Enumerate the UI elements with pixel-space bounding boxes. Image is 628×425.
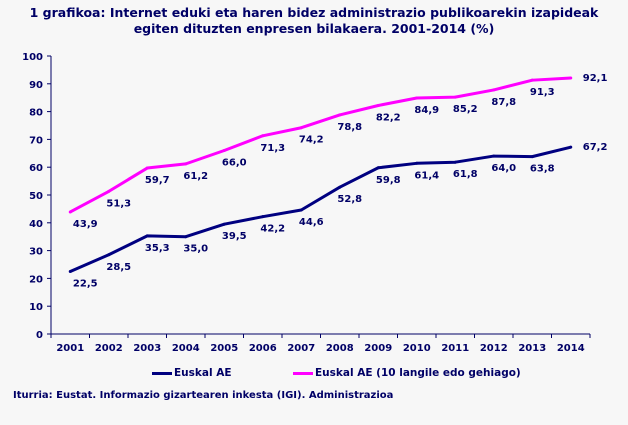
y-tick-label: 0 bbox=[36, 330, 43, 341]
y-tick-label: 20 bbox=[29, 274, 43, 285]
data-label: 59,7 bbox=[145, 175, 170, 186]
legend-item-euskal-ae: Euskal AE bbox=[152, 367, 232, 379]
x-tick-label: 2011 bbox=[441, 343, 469, 354]
data-label: 39,5 bbox=[222, 231, 247, 242]
data-label: 59,8 bbox=[376, 175, 401, 186]
x-tick-label: 2004 bbox=[172, 343, 200, 354]
data-label: 35,3 bbox=[145, 243, 170, 254]
data-point bbox=[145, 166, 149, 170]
data-point bbox=[569, 76, 573, 80]
data-label: 42,2 bbox=[260, 224, 285, 235]
data-point bbox=[184, 235, 188, 239]
data-label: 61,4 bbox=[414, 170, 439, 181]
series-line-0 bbox=[69, 145, 572, 273]
data-label: 74,2 bbox=[299, 135, 324, 146]
data-point bbox=[530, 155, 534, 159]
data-point bbox=[184, 162, 188, 166]
data-point bbox=[68, 210, 72, 214]
data-point bbox=[415, 96, 419, 100]
x-tick-label: 2013 bbox=[518, 343, 546, 354]
data-label: 67,2 bbox=[583, 142, 608, 153]
x-tick-label: 2003 bbox=[133, 343, 161, 354]
x-tick-label: 2005 bbox=[210, 343, 238, 354]
data-point bbox=[338, 113, 342, 117]
data-label: 52,8 bbox=[337, 194, 362, 205]
data-label: 22,5 bbox=[73, 278, 98, 289]
data-label: 66,0 bbox=[222, 158, 247, 169]
legend-swatch bbox=[293, 371, 313, 375]
data-point bbox=[453, 95, 457, 99]
x-tick-label: 2006 bbox=[249, 343, 277, 354]
data-label: 78,8 bbox=[337, 122, 362, 133]
x-tick-label: 2009 bbox=[364, 343, 392, 354]
x-tick-label: 2010 bbox=[403, 343, 431, 354]
x-tick-label: 2014 bbox=[557, 343, 585, 354]
data-label: 92,1 bbox=[583, 73, 608, 84]
data-point bbox=[145, 234, 149, 238]
chart-title: 1 grafikoa: Internet eduki eta haren bid… bbox=[0, 5, 628, 37]
legend-item-euskal-ae-10: Euskal AE (10 langile edo gehiago) bbox=[293, 367, 521, 379]
y-tick-label: 100 bbox=[22, 52, 43, 63]
data-point bbox=[68, 269, 72, 273]
y-tick-label: 30 bbox=[29, 247, 43, 258]
data-label: 64,0 bbox=[491, 163, 516, 174]
y-tick-label: 90 bbox=[29, 80, 43, 91]
y-tick-label: 80 bbox=[29, 108, 43, 119]
legend-label: Euskal AE (10 langile edo gehiago) bbox=[315, 367, 521, 379]
x-tick-label: 2012 bbox=[480, 343, 508, 354]
data-point bbox=[222, 149, 226, 153]
data-point bbox=[261, 134, 265, 138]
data-point bbox=[299, 208, 303, 212]
source-note: Iturria: Eustat. Informazio gizartearen … bbox=[13, 390, 394, 401]
data-label: 28,5 bbox=[106, 262, 131, 273]
data-point bbox=[338, 185, 342, 189]
data-label: 63,8 bbox=[530, 164, 555, 175]
data-label: 87,8 bbox=[491, 97, 516, 108]
data-point bbox=[261, 215, 265, 219]
data-label: 84,9 bbox=[414, 105, 439, 116]
data-point bbox=[107, 189, 111, 193]
legend-label: Euskal AE bbox=[174, 367, 232, 379]
x-tick-label: 2008 bbox=[326, 343, 354, 354]
x-tick-label: 2002 bbox=[95, 343, 123, 354]
data-point bbox=[453, 160, 457, 164]
data-point bbox=[107, 253, 111, 257]
data-point bbox=[299, 126, 303, 130]
data-label: 61,2 bbox=[183, 171, 208, 182]
data-point bbox=[492, 154, 496, 158]
data-point bbox=[569, 145, 573, 149]
data-label: 35,0 bbox=[183, 244, 208, 255]
data-point bbox=[415, 161, 419, 165]
y-tick-label: 10 bbox=[29, 302, 43, 313]
x-tick-label: 2001 bbox=[56, 343, 84, 354]
data-label: 71,3 bbox=[260, 143, 285, 154]
data-label: 85,2 bbox=[453, 104, 478, 115]
x-tick-label: 2007 bbox=[287, 343, 315, 354]
y-tick-label: 60 bbox=[29, 163, 43, 174]
y-tick-label: 40 bbox=[29, 219, 43, 230]
data-point bbox=[376, 166, 380, 170]
data-label: 82,2 bbox=[376, 112, 401, 123]
data-point bbox=[530, 78, 534, 82]
y-tick-label: 70 bbox=[29, 135, 43, 146]
data-label: 44,6 bbox=[299, 217, 324, 228]
title-line-2: egiten dituzten enpresen bilakaera. 2001… bbox=[133, 21, 495, 36]
data-label: 61,8 bbox=[453, 169, 478, 180]
data-label: 51,3 bbox=[106, 198, 131, 209]
data-label: 43,9 bbox=[73, 219, 98, 230]
data-point bbox=[376, 103, 380, 107]
y-tick-label: 50 bbox=[29, 191, 43, 202]
title-line-1: 1 grafikoa: Internet eduki eta haren bid… bbox=[29, 5, 599, 20]
legend-swatch bbox=[152, 371, 172, 375]
data-label: 91,3 bbox=[530, 87, 555, 98]
data-point bbox=[222, 222, 226, 226]
series-line-1 bbox=[69, 76, 571, 214]
data-point bbox=[492, 88, 496, 92]
